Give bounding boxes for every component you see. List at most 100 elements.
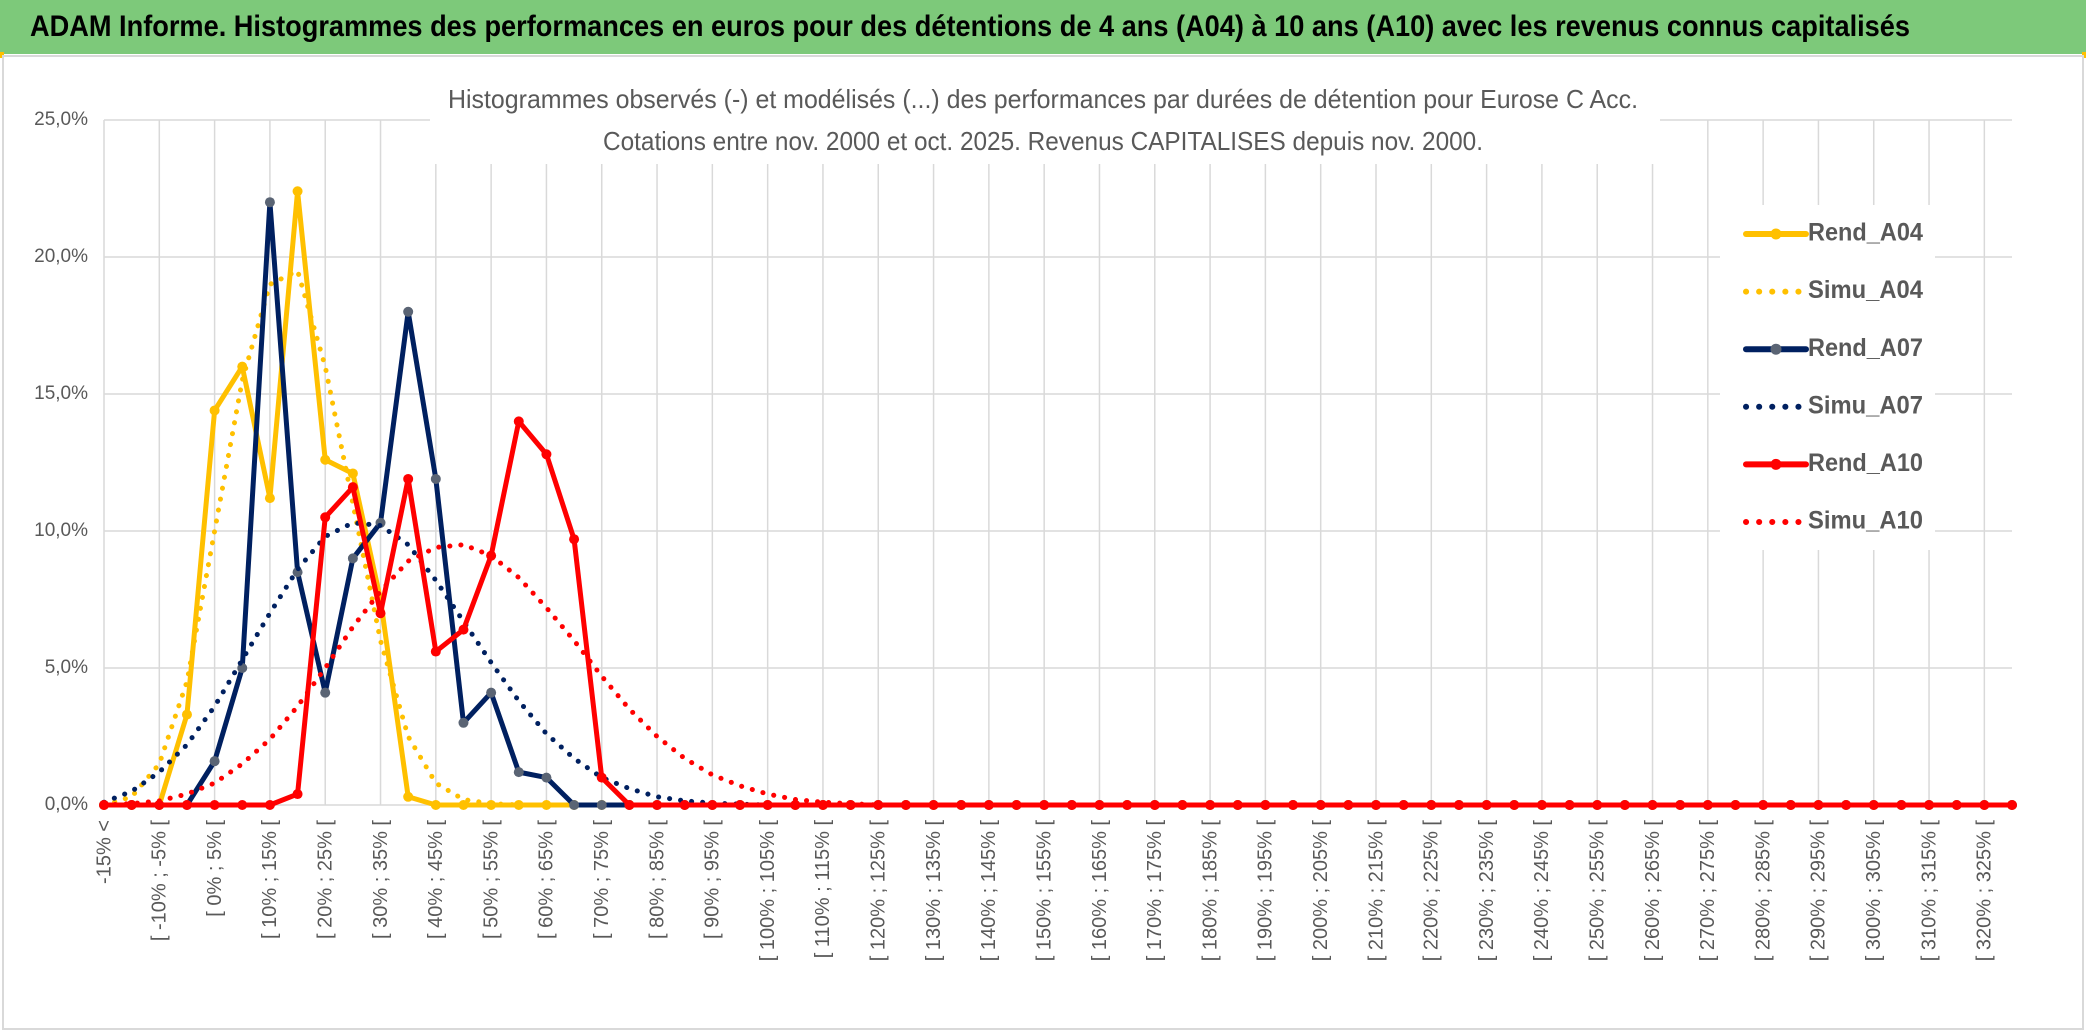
point — [873, 800, 884, 810]
point — [1315, 800, 1326, 810]
chart-title: Histogrammes observés (-) et modélisés (… — [448, 84, 1638, 114]
point — [1149, 800, 1160, 810]
point — [569, 800, 580, 810]
point — [541, 449, 552, 460]
point — [707, 800, 718, 810]
point — [1730, 800, 1741, 810]
x-tick-label: [ 230% ; 235% [ — [1476, 820, 1498, 962]
point — [679, 800, 690, 810]
x-tick-label: [ 20% ; 25% [ — [314, 820, 336, 939]
x-tick-label: [ 180% ; 185% [ — [1199, 820, 1221, 962]
point — [569, 534, 580, 545]
legend-label: Rend_A10 — [1808, 449, 1923, 477]
point — [292, 186, 303, 197]
point — [513, 416, 524, 427]
point — [541, 772, 552, 783]
point — [430, 646, 441, 657]
point — [264, 800, 275, 810]
point — [209, 405, 220, 416]
point — [817, 800, 828, 810]
point — [237, 800, 248, 810]
point — [486, 687, 497, 698]
banner — [0, 0, 2086, 54]
x-tick-label: [ 240% ; 245% [ — [1531, 820, 1553, 962]
point — [596, 800, 607, 810]
y-tick-label: 25,0% — [34, 109, 88, 130]
x-tick-label: [ 30% ; 35% [ — [370, 820, 392, 939]
y-tick-label: 15,0% — [34, 383, 88, 404]
x-tick-label: [ 250% ; 255% [ — [1586, 820, 1608, 962]
point — [430, 473, 441, 484]
point — [652, 800, 663, 810]
point — [181, 800, 192, 810]
point — [790, 800, 801, 810]
y-tick-label: 0,0% — [45, 794, 88, 815]
point — [1564, 800, 1575, 810]
point — [403, 306, 414, 317]
point — [1260, 800, 1271, 810]
chart-subtitle: Cotations entre nov. 2000 et oct. 2025. … — [603, 126, 1483, 156]
point — [2007, 800, 2017, 810]
x-tick-label: [ 290% ; 295% [ — [1808, 820, 1830, 962]
legend-marker — [1770, 458, 1782, 470]
y-tick-label: 10,0% — [34, 520, 88, 541]
point — [126, 800, 137, 810]
point — [430, 800, 441, 810]
point — [1951, 800, 1962, 810]
point — [347, 482, 358, 493]
point — [1619, 800, 1630, 810]
point — [154, 800, 165, 810]
legend-label: Rend_A07 — [1808, 334, 1923, 362]
x-tick-label: [ 280% ; 285% [ — [1752, 820, 1774, 962]
x-tick-label: [ 0% ; 5% [ — [204, 820, 226, 917]
x-tick-label: [ 130% ; 135% [ — [923, 820, 945, 962]
point — [983, 800, 994, 810]
x-tick-label: [ 110% ; 115% [ — [812, 820, 834, 959]
x-tick-label: [ 200% ; 205% [ — [1310, 820, 1332, 962]
x-tick-label: [ 120% ; 125% [ — [868, 820, 890, 962]
legend-label: Simu_A07 — [1808, 391, 1923, 419]
x-tick-label: [ 300% ; 305% [ — [1863, 820, 1885, 962]
point — [513, 800, 524, 810]
point — [1094, 800, 1105, 810]
legend-label: Simu_A04 — [1808, 276, 1923, 304]
legend-marker — [1770, 343, 1782, 355]
title-backing — [430, 80, 1660, 164]
point — [513, 767, 524, 778]
point — [458, 624, 469, 635]
point — [403, 473, 414, 484]
point — [320, 454, 331, 465]
series-line — [101, 542, 2015, 808]
point — [596, 772, 607, 783]
point — [264, 197, 275, 208]
x-tick-label: [ -10% ; -5% [ — [149, 820, 171, 942]
point — [624, 800, 635, 810]
legend-label: Rend_A04 — [1808, 219, 1923, 247]
point — [1481, 800, 1492, 810]
y-tick-label: 20,0% — [34, 246, 88, 267]
x-tick-label: -15% < — [93, 820, 115, 884]
point — [347, 468, 358, 479]
x-tick-label: [ 100% ; 105% [ — [757, 820, 779, 962]
point — [1205, 800, 1216, 810]
x-tick-label: [ 270% ; 275% [ — [1697, 820, 1719, 962]
banner-title: ADAM Informe. Histogrammes des performan… — [30, 10, 1910, 43]
point — [1592, 800, 1603, 810]
x-tick-label: [ 10% ; 15% [ — [259, 820, 281, 939]
x-tick-label: [ 210% ; 215% [ — [1365, 820, 1387, 962]
x-tick-label: [ 160% ; 165% [ — [1089, 820, 1111, 962]
point — [375, 608, 386, 619]
x-tick-label: [ 310% ; 315% [ — [1918, 820, 1940, 962]
x-tick-label: [ 60% ; 65% [ — [536, 820, 558, 939]
x-tick-label: [ 170% ; 175% [ — [1144, 820, 1166, 962]
x-tick-label: [ 220% ; 225% [ — [1421, 820, 1443, 962]
y-tick-label: 5,0% — [45, 657, 88, 678]
legend-label: Simu_A10 — [1808, 507, 1923, 535]
point — [1371, 800, 1381, 810]
point — [1039, 800, 1050, 810]
x-tick-label: [ 320% ; 325% [ — [1974, 820, 1996, 962]
point — [458, 717, 469, 728]
x-tick-label: [ 50% ; 55% [ — [480, 820, 502, 939]
point — [928, 800, 939, 810]
